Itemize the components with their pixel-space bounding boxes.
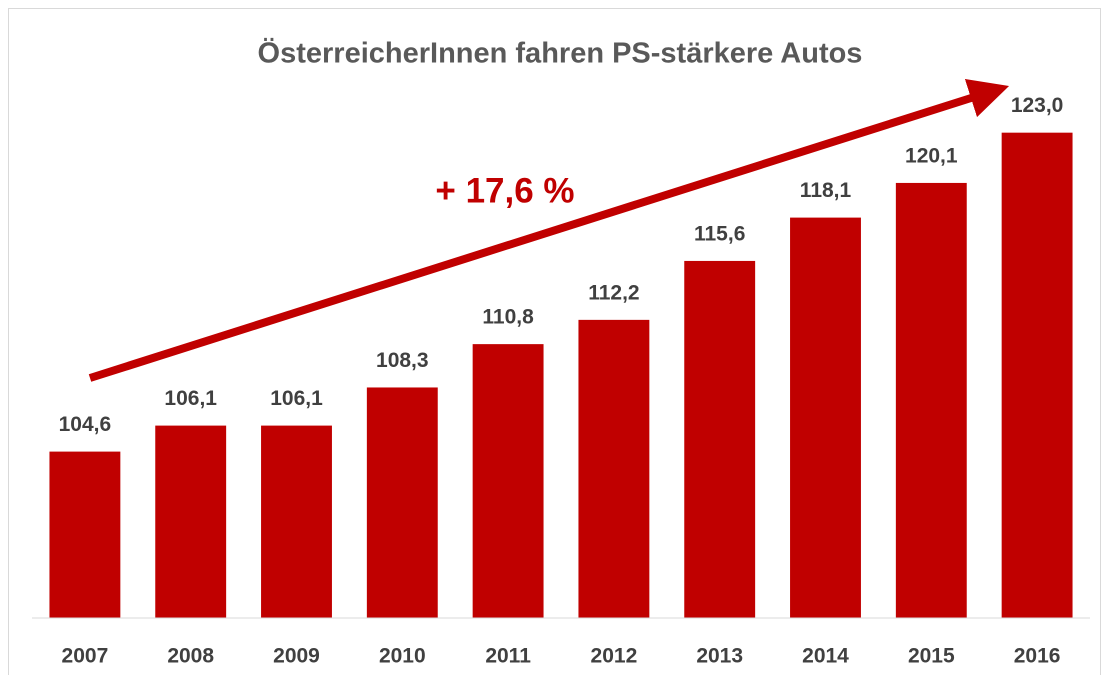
x-tick-label: 2011 [485, 645, 531, 668]
bar [684, 260, 756, 618]
data-label: 106,1 [270, 387, 323, 410]
x-tick-label: 2009 [273, 645, 320, 668]
bar [366, 387, 438, 618]
bar [1001, 132, 1073, 618]
data-label: 115,6 [694, 222, 745, 245]
bar [578, 319, 650, 618]
data-label: 123,0 [1011, 94, 1064, 117]
data-label: 110,8 [482, 306, 534, 329]
bar [49, 451, 121, 618]
bar [155, 425, 227, 618]
chart-title: ÖsterreicherInnen fahren PS-stärkere Aut… [258, 37, 863, 70]
trend-arrow [88, 78, 1010, 382]
data-label: 106,1 [164, 387, 217, 410]
data-label: 120,1 [905, 144, 958, 167]
bar [895, 182, 967, 618]
bar [472, 344, 544, 618]
x-tick-label: 2013 [696, 645, 743, 668]
x-tick-label: 2012 [591, 645, 638, 668]
x-tick-label: 2016 [1014, 645, 1061, 668]
data-label: 104,6 [59, 413, 112, 436]
annotation: + 17,6 % [435, 171, 574, 210]
bar [790, 217, 861, 618]
bar [261, 425, 332, 618]
x-tick-label: 2007 [62, 645, 109, 668]
data-label: 112,2 [588, 281, 639, 304]
x-tick-label: 2008 [167, 645, 214, 668]
data-label: 108,3 [376, 349, 429, 372]
x-tick-label: 2015 [908, 645, 955, 668]
x-tick-label: 2014 [802, 645, 849, 668]
x-tick-label: 2010 [379, 645, 426, 668]
data-label: 118,1 [800, 179, 852, 202]
